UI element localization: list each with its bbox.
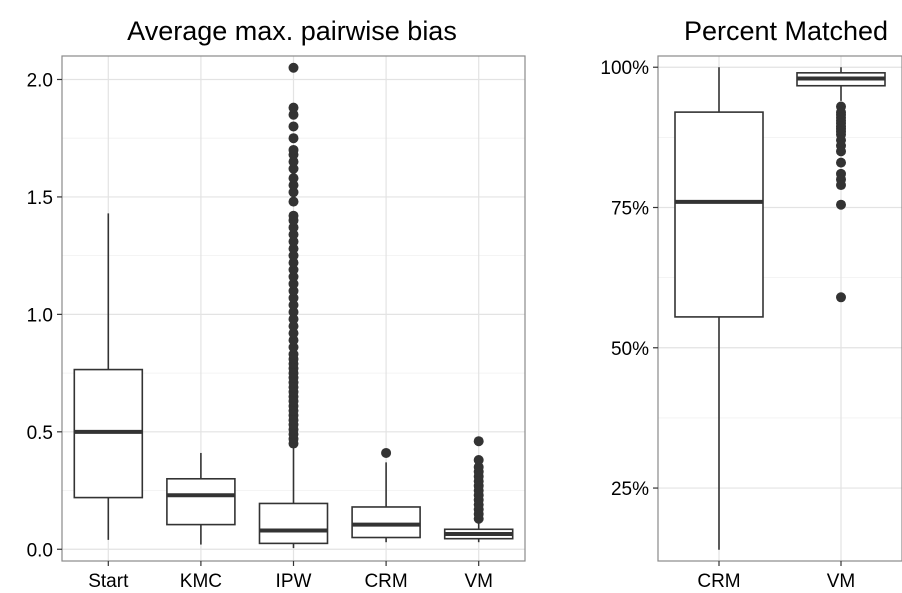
- boxplot-start: [73, 213, 144, 540]
- outlier-point: [836, 157, 846, 168]
- outlier-point: [288, 285, 299, 296]
- outlier-point: [288, 307, 299, 318]
- outlier-point: [288, 229, 299, 240]
- y-tick-label: 2.0: [27, 70, 53, 91]
- outlier-point: [288, 278, 299, 289]
- iqr-box: [258, 502, 329, 545]
- outlier-point: [288, 156, 299, 167]
- outlier-point: [836, 146, 846, 157]
- y-tick-label: 0.5: [27, 423, 53, 444]
- boxplot-vm: [796, 67, 886, 303]
- x-tick-label: CRM: [697, 571, 740, 592]
- x-tick-label: IPW: [276, 571, 312, 592]
- x-tick-label: Start: [88, 571, 129, 592]
- outlier-point: [288, 144, 299, 155]
- outlier-point: [473, 436, 484, 447]
- outlier-point: [473, 462, 484, 473]
- x-tick-label: VM: [827, 571, 856, 592]
- x-tick-label: KMC: [180, 571, 222, 592]
- outlier-point: [836, 199, 846, 210]
- outlier-point: [288, 133, 299, 144]
- iqr-box: [674, 111, 764, 318]
- outlier-point: [288, 187, 299, 198]
- outlier-point: [836, 292, 846, 303]
- outlier-point: [836, 180, 846, 191]
- outlier-point: [288, 210, 299, 221]
- iqr-box: [166, 477, 236, 526]
- outlier-point: [288, 264, 299, 275]
- outlier-point: [288, 243, 299, 254]
- percent-matched-panel: Percent Matched 25% 50% 75% 100% CRM VM: [600, 16, 902, 592]
- iqr-box: [351, 506, 421, 539]
- y-tick-label: 100%: [600, 58, 649, 79]
- y-tick-label: 1.0: [27, 305, 53, 326]
- y-tick-label: 0.0: [27, 540, 53, 561]
- outlier-point: [288, 328, 299, 339]
- outlier-point: [288, 236, 299, 247]
- outlier-point: [288, 109, 299, 120]
- outlier-point: [288, 196, 299, 207]
- outlier-point: [288, 121, 299, 132]
- outlier-point: [288, 314, 299, 325]
- y-tick-label: 50%: [611, 339, 649, 360]
- outlier-point: [288, 163, 299, 174]
- outlier-point: [288, 62, 299, 73]
- percent-matched-chart-title: Percent Matched: [684, 16, 888, 46]
- outlier-point: [288, 257, 299, 268]
- bias-chart-title: Average max. pairwise bias: [127, 16, 457, 46]
- boxplot-kmc: [166, 452, 236, 545]
- outlier-point: [288, 250, 299, 261]
- outlier-point: [288, 299, 299, 310]
- outlier-point: [288, 321, 299, 332]
- y-tick-label: 75%: [611, 199, 649, 220]
- outlier-point: [288, 349, 299, 360]
- outlier-point: [381, 447, 392, 458]
- y-tick-label: 25%: [611, 479, 649, 500]
- outlier-point: [473, 455, 484, 465]
- outlier-point: [288, 222, 299, 233]
- outlier-point: [288, 335, 299, 346]
- x-tick-label: CRM: [364, 571, 407, 592]
- y-tick-label: 1.5: [27, 188, 53, 209]
- plot-frame: [657, 55, 902, 562]
- boxplot-crm: [674, 67, 764, 550]
- outlier-point: [288, 342, 299, 353]
- outlier-point: [288, 102, 299, 113]
- outlier-point: [288, 271, 299, 282]
- outlier-point: [288, 180, 299, 191]
- outlier-point: [288, 292, 299, 303]
- boxplot-ipw: [258, 62, 329, 549]
- x-tick-label: VM: [464, 571, 493, 592]
- outlier-point: [288, 173, 299, 184]
- boxplot-crm: [351, 447, 421, 543]
- bias-panel: Average max. pairwise bias 0.0 0.5 1.0 1.5 2…: [27, 16, 526, 592]
- boxplot-vm: [443, 436, 514, 543]
